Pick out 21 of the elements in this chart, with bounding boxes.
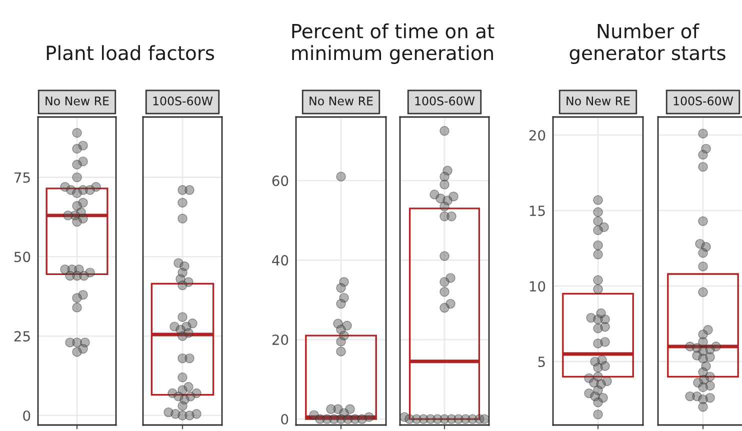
y-tick-label: 75 bbox=[14, 172, 30, 183]
x-tick-label: No New RE bbox=[46, 96, 109, 106]
y-tick-label: 50 bbox=[14, 252, 30, 262]
chart-title: Percent of time on at minimum generation bbox=[292, 23, 494, 64]
y-tick-label: 10 bbox=[530, 281, 546, 292]
chart-title: Number of generator starts bbox=[570, 23, 726, 64]
x-tick-label: 100S-60W bbox=[674, 96, 734, 106]
y-tick-label: 60 bbox=[272, 176, 288, 186]
y-tick-label: 0 bbox=[23, 410, 30, 421]
y-tick-label: 0 bbox=[281, 414, 288, 425]
y-tick-label: 5 bbox=[538, 356, 545, 368]
y-tick-label: 20 bbox=[529, 130, 546, 141]
y-tick-label: 20 bbox=[272, 334, 288, 346]
x-tick-label: No New RE bbox=[566, 96, 630, 106]
y-tick-label: 40 bbox=[272, 255, 288, 266]
y-tick-label: 15 bbox=[530, 206, 545, 216]
x-tick-label: 100S-60W bbox=[415, 96, 475, 106]
x-tick-label: 100S-60W bbox=[153, 96, 213, 106]
x-tick-label: No New RE bbox=[310, 96, 373, 106]
y-tick-label: 25 bbox=[14, 331, 30, 342]
chart-title: Plant load factors bbox=[46, 45, 214, 60]
